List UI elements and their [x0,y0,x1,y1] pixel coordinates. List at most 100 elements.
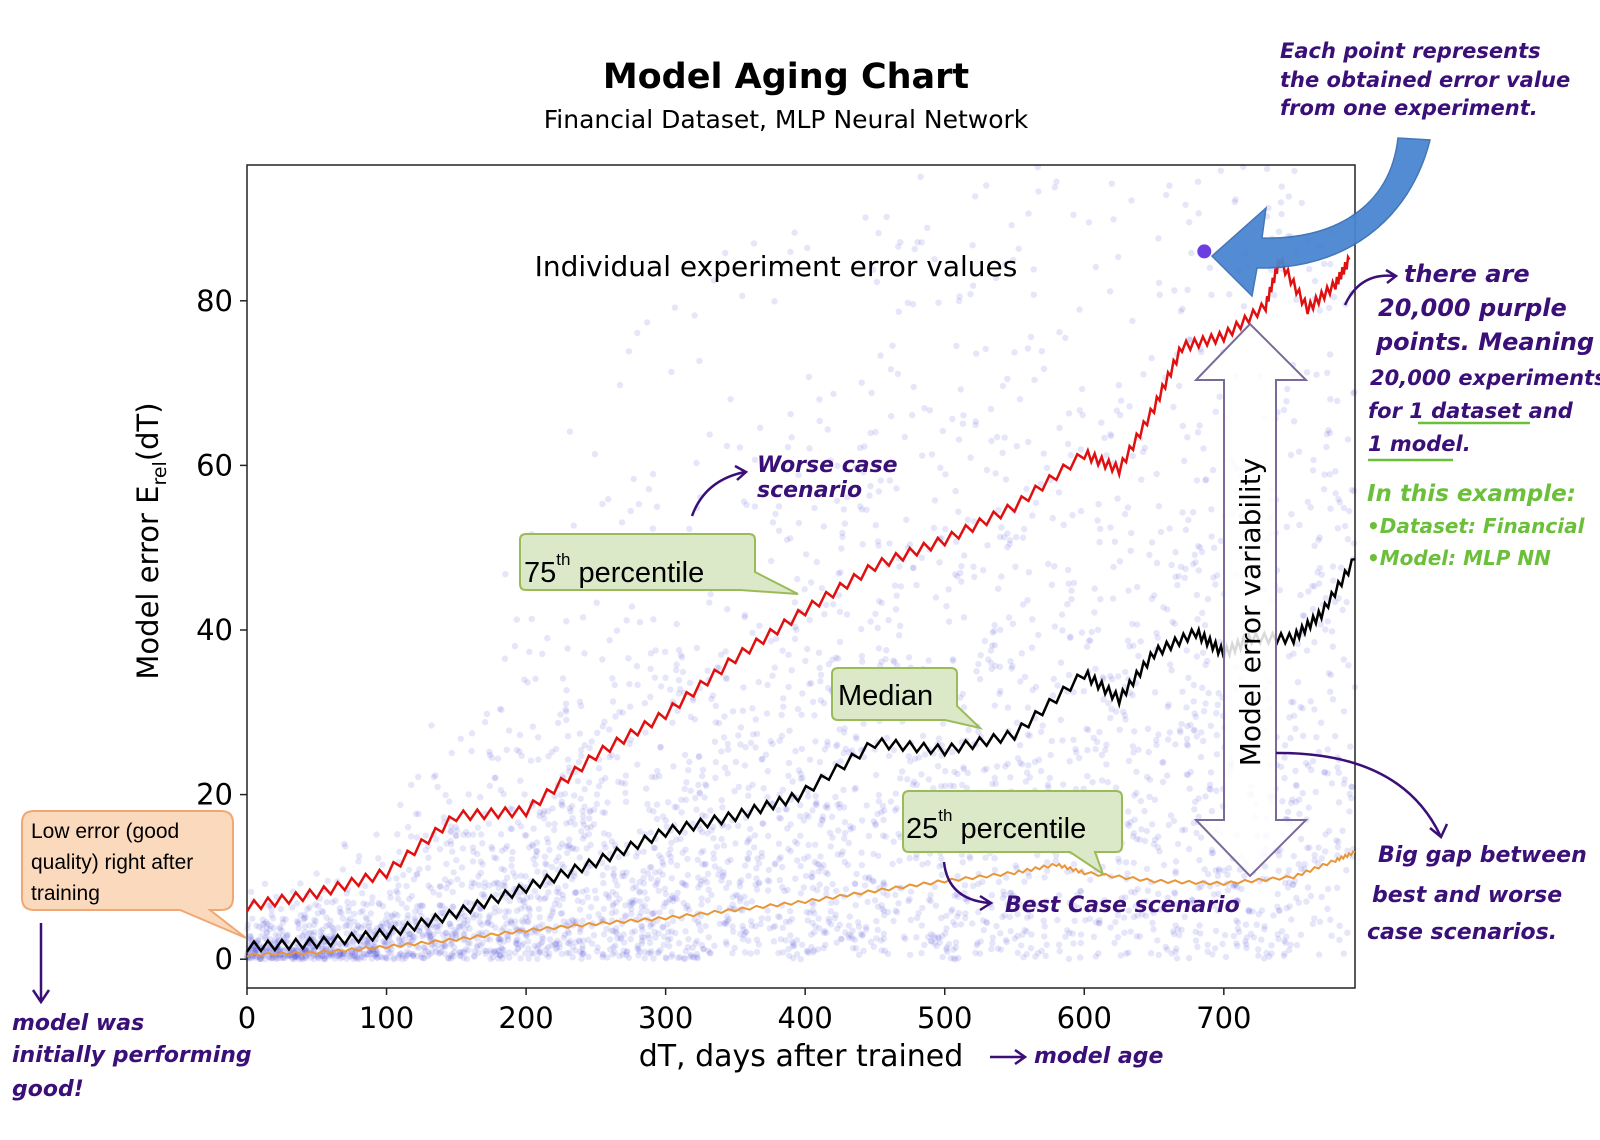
scatter-point [997,687,1004,695]
scatter-point [492,924,499,931]
scatter-point [1297,835,1305,843]
scatter-point [539,921,546,928]
scatter-point [249,915,256,922]
scatter-point [725,879,733,886]
scatter-point [603,925,610,932]
scatter-point [1026,732,1033,739]
scatter-point [1028,931,1035,938]
scatter-point [892,790,899,797]
scatter-point [925,657,932,664]
scatter-point [1194,943,1201,950]
scatter-point [938,855,945,862]
scatter-point [791,838,799,845]
scatter-point [573,846,580,853]
scatter-point [1107,672,1114,680]
scatter-point [999,913,1006,921]
scatter-point [489,846,496,853]
scatter-point [1304,884,1312,891]
scatter-point [873,278,881,286]
scatter-point [954,873,961,880]
scatter-point [559,675,567,682]
scatter-point [1324,618,1332,625]
scatter-point [1316,564,1324,572]
scatter-point [999,449,1006,456]
scatter-point [408,950,416,958]
scatter-point [698,901,705,908]
scatter-point [546,915,553,922]
scatter-point [1107,924,1114,931]
scatter-point [1315,536,1322,544]
scatter-point [397,950,405,957]
scatter-point [1329,643,1337,650]
scatter-point [742,862,749,869]
scatter-point [1190,727,1197,734]
scatter-point [1112,784,1120,791]
scatter-point [1211,945,1219,952]
scatter-point [563,716,570,723]
scatter-point [394,912,401,919]
scatter-point [279,915,286,923]
scatter-point [1309,605,1317,613]
scatter-point [641,902,648,910]
scatter-point [735,732,742,739]
scatter-point [579,917,586,924]
scatter-point [949,656,956,663]
scatter-point [633,663,641,670]
scatter-point [327,917,334,925]
scatter-point [657,683,665,690]
scatter-point [1057,659,1065,666]
scatter-point [1051,623,1059,630]
scatter-point [972,421,979,429]
scatter-point [724,770,731,777]
scatter-point [1043,867,1051,875]
scatter-point [436,949,444,957]
scatter-point [533,848,540,855]
scatter-point [1341,522,1349,530]
scatter-point [800,884,807,891]
scatter-point [1327,688,1334,695]
scatter-point [942,767,949,775]
scatter-point [1002,476,1010,483]
scatter-point [808,874,816,881]
scatter-point [1298,199,1306,207]
scatter-point [750,844,758,851]
scatter-point [609,902,616,910]
scatter-point [1221,867,1228,874]
scatter-point [756,879,763,886]
scatter-point [680,955,688,962]
scatter-point [1137,638,1144,645]
scatter-point [838,935,845,943]
scatter-point [629,877,636,884]
scatter-point [395,882,402,889]
note-there-are: there are 20,000 purple points. Meaning … [1343,260,1600,462]
scatter-point [711,942,718,950]
scatter-point [708,827,715,834]
scatter-point [813,887,821,894]
scatter-point [745,792,752,799]
scatter-point [896,563,903,570]
scatter-point [546,950,553,957]
scatter-point [667,846,674,853]
scatter-point [779,647,786,654]
scatter-point [909,564,917,572]
scatter-point [593,800,600,808]
scatter-point [1190,681,1198,689]
scatter-point [729,950,736,957]
scatter-point [284,932,291,939]
scatter-point [419,933,426,940]
scatter-point [636,878,643,886]
scatter-point [1048,581,1056,588]
scatter-point [945,941,953,948]
scatter-point [635,945,642,953]
scatter-point [695,874,702,881]
scatter-point [463,899,470,906]
scatter-point [268,911,275,919]
scatter-point [638,940,646,947]
scatter-point [809,884,817,892]
scatter-point [1205,871,1212,878]
scatter-point [1270,912,1277,919]
scatter-point [713,843,721,850]
scatter-point [1117,952,1125,959]
scatter-point [964,516,971,523]
scatter-point [553,857,560,865]
